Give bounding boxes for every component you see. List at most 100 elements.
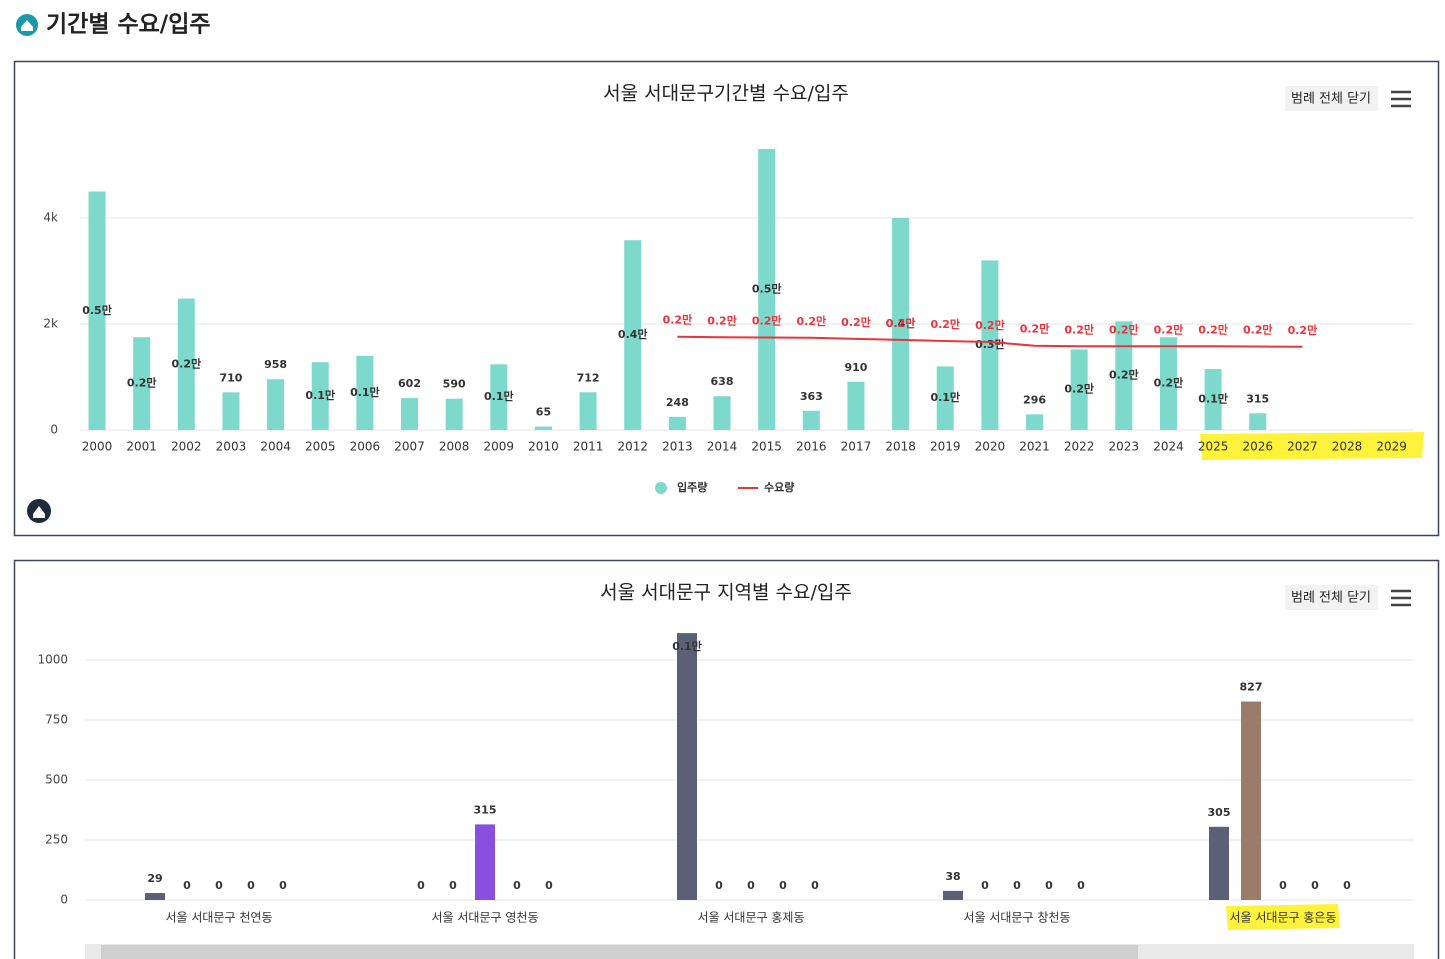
data-label: 29 <box>147 872 162 885</box>
x-tick-label: 2017 <box>841 440 872 454</box>
header-title: 기간별 수요/입주 <box>46 12 211 38</box>
data-label: 0 <box>183 879 191 892</box>
legend-toggle[interactable]: 범례 전체 닫기 <box>1291 591 1371 606</box>
bar <box>534 426 552 430</box>
bar <box>475 824 495 900</box>
data-label: 958 <box>264 358 287 371</box>
data-label: 0.2만 <box>127 376 157 390</box>
bar <box>892 218 910 430</box>
data-label: 0.2만 <box>1243 323 1273 337</box>
bar <box>356 355 374 430</box>
data-label: 0 <box>1343 879 1351 892</box>
bar <box>445 398 463 430</box>
data-label: 0.2만 <box>975 318 1005 332</box>
scrollbar-thumb[interactable] <box>101 945 1138 959</box>
y-tick-label: 0 <box>60 893 68 907</box>
bar <box>943 890 963 900</box>
chart-title: 서울 서대문구기간별 수요/입주 <box>603 83 849 105</box>
data-label: 0.2만 <box>1109 322 1139 336</box>
x-tick-label: 2024 <box>1153 440 1184 454</box>
data-label: 0 <box>715 879 723 892</box>
menu-icon[interactable] <box>1391 589 1411 607</box>
data-label: 602 <box>398 377 421 390</box>
bar <box>981 260 999 430</box>
data-label: 315 <box>1246 392 1269 405</box>
data-label: 0.2만 <box>752 314 782 328</box>
data-label: 0.5만 <box>82 303 112 317</box>
y-tick-label: 0 <box>50 423 58 437</box>
x-tick-label: 2007 <box>394 440 425 454</box>
x-tick-label: 2020 <box>975 440 1006 454</box>
x-tick-label: 2011 <box>573 440 604 454</box>
legend-toggle-bg[interactable] <box>1285 86 1378 111</box>
header-icon-house <box>21 20 33 31</box>
data-label: 0.2만 <box>172 356 202 370</box>
data-label: 0.3만 <box>975 337 1005 351</box>
x-tick-label: 2027 <box>1287 440 1318 454</box>
data-label: 0.2만 <box>1198 322 1228 336</box>
bar <box>713 396 731 430</box>
data-label: 296 <box>1023 393 1046 406</box>
x-tick-label: 2012 <box>617 440 648 454</box>
bar <box>579 392 597 430</box>
x-tick-label: 2009 <box>484 440 515 454</box>
bar <box>847 381 865 430</box>
data-label: 315 <box>474 803 497 816</box>
bar <box>1204 369 1222 430</box>
x-tick-label: 2025 <box>1198 440 1229 454</box>
x-tick-label: 2006 <box>350 440 381 454</box>
x-tick-label: 2002 <box>171 440 202 454</box>
data-label: 0 <box>247 879 255 892</box>
bar <box>936 366 954 430</box>
data-label: 0 <box>1013 879 1021 892</box>
x-tick-label: 2026 <box>1242 440 1273 454</box>
x-tick-label: 2001 <box>126 440 157 454</box>
data-label: 0 <box>215 879 223 892</box>
bar <box>267 379 285 430</box>
bar <box>133 337 151 430</box>
data-label: 0 <box>545 879 553 892</box>
data-label: 248 <box>666 396 689 409</box>
bar <box>1115 321 1133 430</box>
data-label: 0 <box>779 879 787 892</box>
data-label: 0.1만 <box>305 388 335 402</box>
bar <box>88 191 106 430</box>
x-tick-label: 2029 <box>1376 440 1407 454</box>
bar <box>177 298 195 430</box>
x-tick-label: 서울 서대문구 홍제동 <box>698 911 805 925</box>
logo-house <box>33 506 45 518</box>
data-label: 38 <box>945 870 960 883</box>
data-label: 0 <box>1279 879 1287 892</box>
x-tick-label: 2003 <box>216 440 247 454</box>
bar <box>222 392 240 430</box>
x-tick-label: 2016 <box>796 440 827 454</box>
data-label: 0.4만 <box>886 316 916 330</box>
bar <box>1249 413 1267 430</box>
highlight <box>1200 432 1424 460</box>
data-label: 0.1만 <box>350 385 380 399</box>
data-label: 0 <box>1077 879 1085 892</box>
y-tick-label: 500 <box>45 773 68 787</box>
bar <box>1209 826 1229 900</box>
x-tick-label: 2015 <box>751 440 782 454</box>
data-label: 910 <box>844 361 867 374</box>
bar <box>1241 701 1261 900</box>
bar <box>677 633 697 900</box>
x-tick-label: 2000 <box>82 440 113 454</box>
y-tick-label: 250 <box>45 833 68 847</box>
bar <box>802 410 820 430</box>
data-label: 0 <box>811 879 819 892</box>
data-label: 305 <box>1208 806 1231 819</box>
data-label: 65 <box>536 406 551 419</box>
data-label: 0.1만 <box>484 389 514 403</box>
data-label: 590 <box>443 378 466 391</box>
bar <box>490 364 508 430</box>
data-label: 0.2만 <box>1064 322 1094 336</box>
menu-icon[interactable] <box>1391 90 1411 108</box>
bar <box>1159 337 1177 430</box>
legend-toggle[interactable]: 범례 전체 닫기 <box>1291 92 1371 107</box>
data-label: 0.2만 <box>1288 323 1318 337</box>
data-label: 0.1만 <box>1198 392 1228 406</box>
legend-toggle-bg[interactable] <box>1285 585 1378 610</box>
data-label: 0 <box>449 879 457 892</box>
